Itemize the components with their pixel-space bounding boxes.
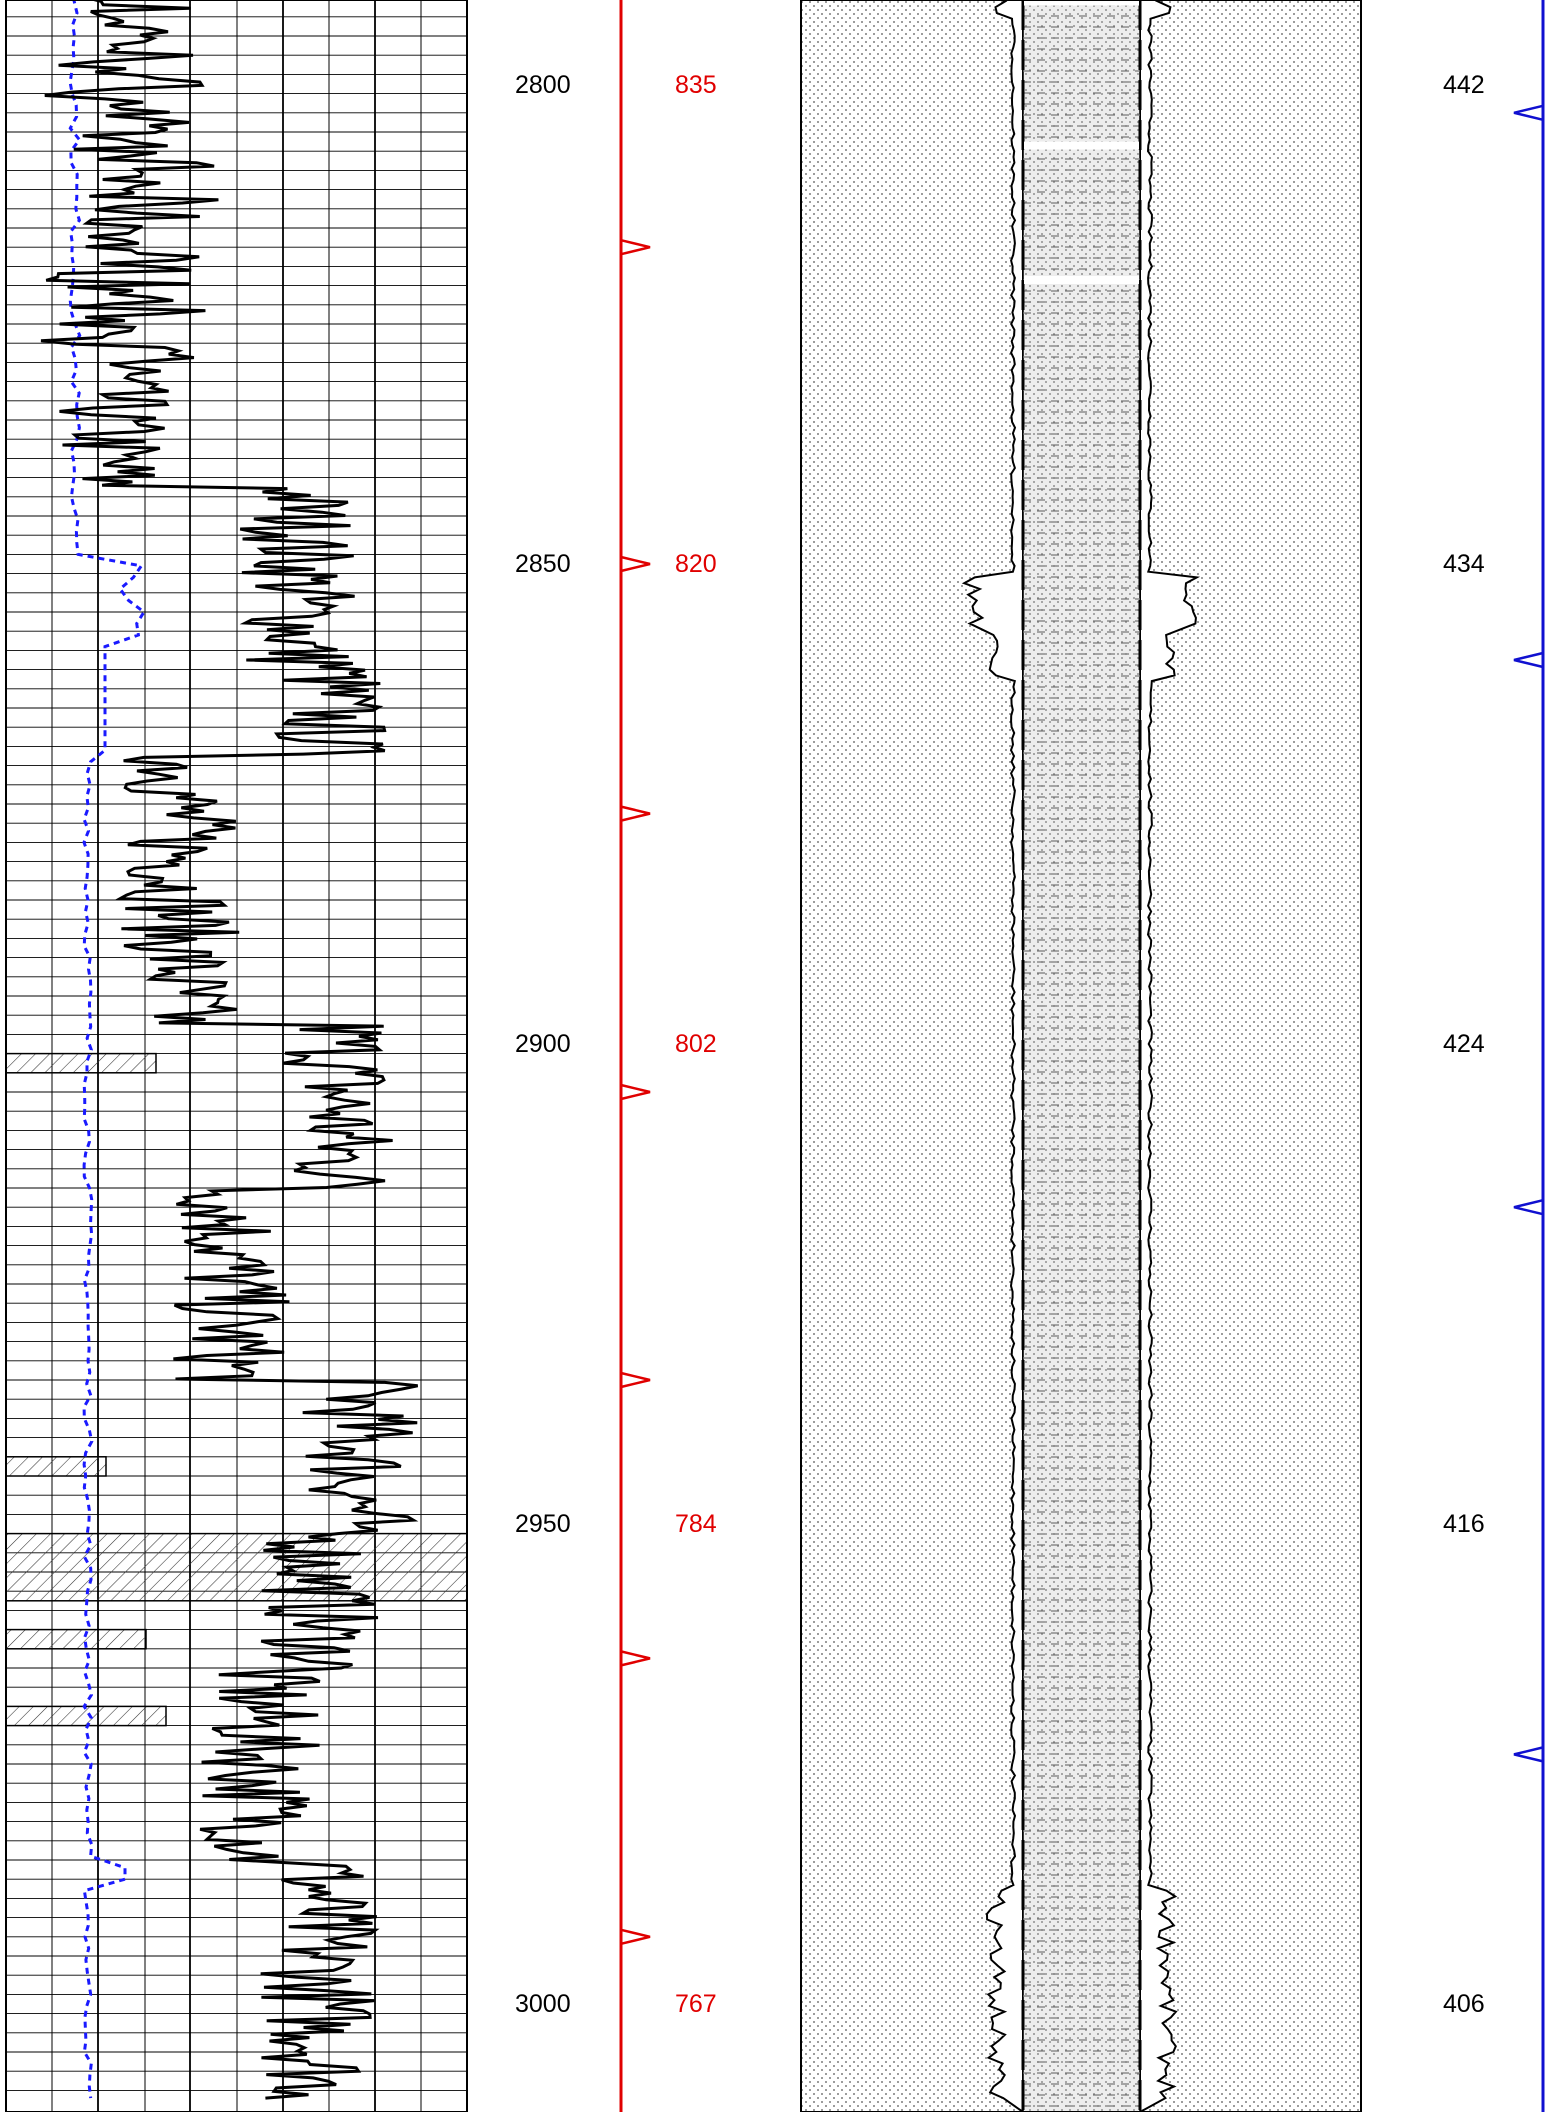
blue-marker — [1513, 1198, 1544, 1216]
blue-markers — [1513, 104, 1544, 1763]
hatched-interval — [5, 1456, 107, 1477]
depth-axis: 2800 2850 2900 2950 3000 — [515, 71, 571, 2018]
core-break — [1024, 0, 1139, 6]
core-break — [1024, 276, 1139, 284]
depth-label-3000: 3000 — [515, 1990, 571, 2018]
shale-core — [1023, 0, 1140, 2112]
gamma-track — [5, 0, 468, 2112]
red-marker — [620, 1928, 651, 1946]
red-marker — [620, 805, 651, 822]
blue-label-4: 406 — [1443, 1990, 1485, 2018]
black-log-curve — [40, 0, 419, 2100]
hatched-interval — [5, 1705, 167, 1727]
minor-grid — [6, 0, 467, 2112]
blue-label-0: 442 — [1443, 71, 1485, 99]
core-breaks — [1024, 0, 1139, 284]
hatched-interval — [5, 1628, 147, 1650]
blue-label-1: 434 — [1443, 550, 1485, 578]
red-track: 835 820 802 784 767 — [619, 0, 717, 2112]
track-border — [5, 0, 468, 2112]
red-marker — [620, 1650, 651, 1667]
blue-track: 442 434 424 416 406 — [1443, 0, 1545, 2112]
borehole-wall-left — [961, 0, 1024, 2112]
lithology-track — [800, 0, 1362, 2112]
red-marker — [620, 555, 651, 573]
lithology-border — [800, 0, 1362, 2112]
red-marker — [620, 238, 651, 256]
red-marker — [620, 1083, 651, 1101]
blue-label-3: 416 — [1443, 1510, 1485, 1538]
blue-dashed-curve — [68, 0, 147, 2099]
blue-marker — [1513, 1746, 1544, 1763]
red-label-3: 784 — [675, 1510, 717, 1538]
hatched-intervals — [5, 1052, 468, 1727]
red-label-4: 767 — [675, 1990, 717, 2018]
blue-marker — [1513, 651, 1544, 669]
red-markers — [620, 238, 651, 1946]
depth-label-2900: 2900 — [515, 1030, 571, 1058]
red-marker — [620, 1371, 651, 1389]
shale-core-tint — [1023, 0, 1140, 2112]
core-break — [1024, 141, 1139, 150]
blue-label-2: 424 — [1443, 1030, 1485, 1058]
depth-label-2800: 2800 — [515, 71, 571, 99]
red-label-1: 820 — [675, 550, 717, 578]
borehole-wall-right — [1139, 0, 1201, 2112]
hatched-interval — [5, 1052, 157, 1074]
red-label-2: 802 — [675, 1030, 717, 1058]
red-label-0: 835 — [675, 71, 717, 99]
depth-label-2950: 2950 — [515, 1510, 571, 1538]
hatched-interval — [5, 1532, 468, 1602]
blue-marker — [1513, 104, 1544, 122]
depth-label-2850: 2850 — [515, 550, 571, 578]
